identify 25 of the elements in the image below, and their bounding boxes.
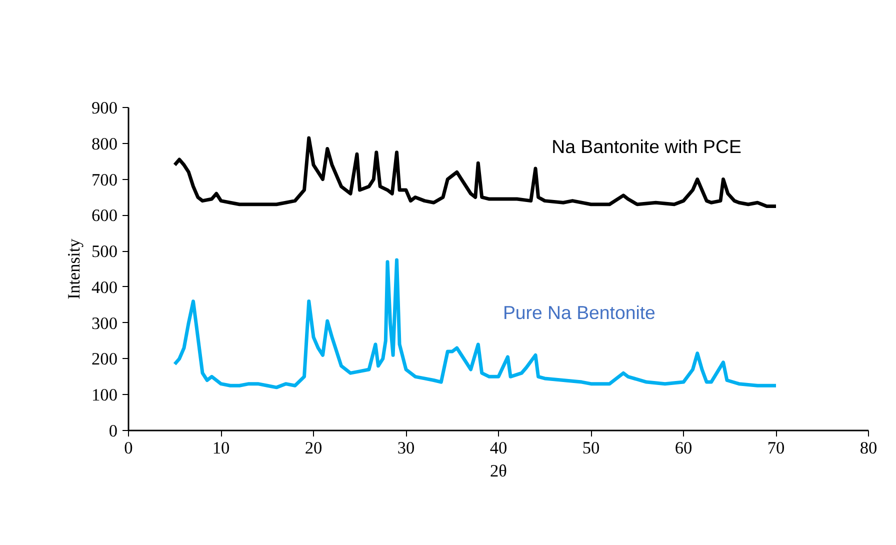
y-tick-label: 800: [92, 134, 118, 154]
y-tick-label: 900: [92, 98, 118, 118]
y-tick-label: 700: [92, 170, 118, 190]
series-label: Na Bantonite with PCE: [552, 136, 742, 157]
y-tick-label: 0: [108, 422, 118, 440]
x-tick-label: 30: [397, 438, 415, 458]
x-tick-label: 70: [767, 438, 785, 458]
series-label: Pure Na Bentonite: [502, 302, 656, 324]
x-tick-label: 60: [674, 438, 692, 458]
line-series: [173, 258, 778, 390]
x-tick-label: 40: [490, 438, 508, 458]
x-tick-label: 10: [212, 438, 230, 458]
y-tick-label: 200: [92, 350, 118, 369]
y-axis-title: Intensity: [64, 238, 84, 300]
x-tick-label: 80: [860, 438, 878, 458]
y-tick-label: 300: [92, 314, 118, 333]
x-tick-label: 50: [582, 438, 600, 458]
x-tick-label: 0: [124, 438, 133, 458]
y-tick-label: 500: [92, 242, 118, 262]
x-axis-title: 2θ: [490, 462, 507, 480]
line-series: [173, 136, 778, 208]
y-tick-label: 600: [92, 206, 118, 226]
x-tick-label: 20: [304, 438, 322, 458]
y-tick-label: 400: [92, 278, 118, 297]
y-tick-label: 100: [92, 386, 118, 405]
